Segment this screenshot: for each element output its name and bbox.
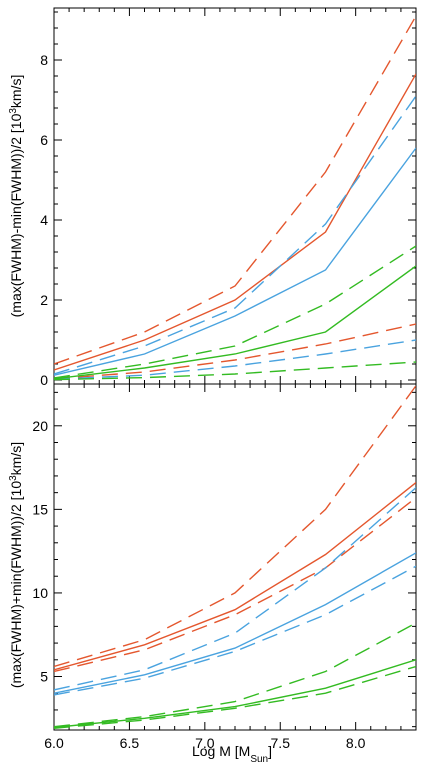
bottom-series-line-dashed xyxy=(54,622,416,728)
bottom-panel: 5 10 15 20 6.0 6.5 7.0 7.5 8.0 xyxy=(32,383,417,751)
top-series-line-solid xyxy=(54,73,416,371)
bottom-series-line-dashed xyxy=(54,565,416,696)
top-y-tick-label: 0 xyxy=(40,372,48,388)
top-y-tick-label: 6 xyxy=(40,132,48,148)
x-tick-label: 7.5 xyxy=(271,735,291,751)
x-axis-label: Log M [MSun] xyxy=(192,743,272,764)
top-series-line-solid xyxy=(54,147,416,376)
x-tick-label: 6.5 xyxy=(120,735,140,751)
bottom-series-line-solid xyxy=(54,659,416,729)
top-y-axis-label: (max(FWHM)-min(FWHM))/2 [103km/s] xyxy=(8,75,25,318)
top-series-line-dashed xyxy=(54,95,416,375)
bottom-y-tick-label: 20 xyxy=(32,418,48,434)
x-tick-label: 6.0 xyxy=(44,735,64,751)
x-tick-label: 7.0 xyxy=(195,735,215,751)
top-series-line-dashed xyxy=(54,339,416,380)
top-y-tick-label: 8 xyxy=(40,52,48,68)
top-series-line-solid xyxy=(54,265,416,380)
bottom-series-line-dashed xyxy=(54,487,416,691)
top-series-line-dashed xyxy=(54,323,416,380)
top-y-tick-label: 2 xyxy=(40,292,48,308)
top-plot-frame xyxy=(53,7,417,385)
bottom-y-axis-label: (max(FWHM)+min(FWHM))/2 [103km/s] xyxy=(8,442,25,688)
top-series-line-dashed xyxy=(54,361,416,381)
top-y-tick-label: 4 xyxy=(40,212,48,228)
bottom-series-line-dashed xyxy=(54,385,416,668)
top-panel: 0 2 4 6 8 xyxy=(40,7,417,388)
top-series-line-dashed xyxy=(54,245,416,379)
x-tick-label: 8.0 xyxy=(346,735,366,751)
bottom-y-tick-label: 15 xyxy=(32,501,48,517)
bottom-y-tick-label: 5 xyxy=(40,669,48,685)
top-series-line-dashed xyxy=(54,15,416,365)
bottom-series-line-solid xyxy=(54,552,416,694)
bottom-series-line-dashed xyxy=(54,497,416,673)
bottom-series-line-solid xyxy=(54,482,416,671)
bottom-series-line-dashed xyxy=(54,665,416,729)
bottom-y-tick-label: 10 xyxy=(32,585,48,601)
